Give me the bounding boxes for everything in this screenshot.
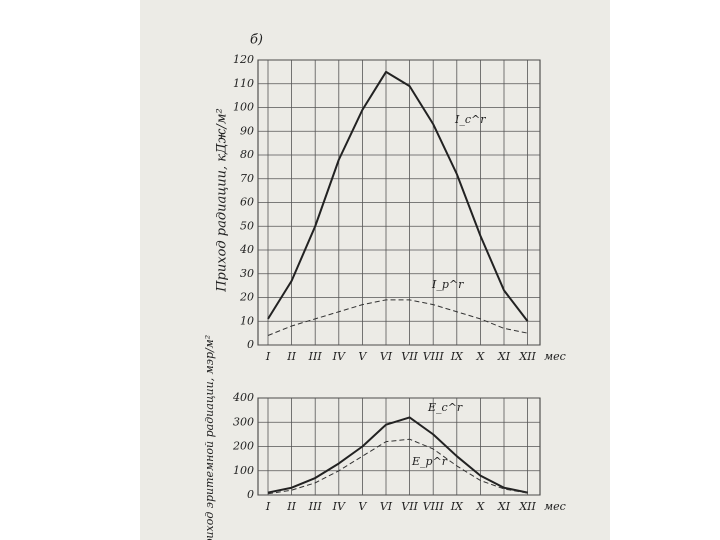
x-tick-label: II: [286, 500, 296, 513]
series-label: I_c^r: [454, 113, 486, 126]
y-tick-label: 20: [239, 291, 254, 304]
y-tick-label: 300: [233, 415, 254, 428]
y-tick-label: 60: [240, 196, 254, 209]
x-tick-label: VI: [380, 500, 393, 513]
x-tick-label: I: [265, 350, 271, 363]
y-tick-label: 40: [239, 243, 254, 256]
y-tick-label: 200: [232, 440, 254, 453]
y-axis-label: Приход эритемной радиации, мэр/м²: [203, 335, 216, 540]
y-tick-label: 70: [240, 172, 254, 185]
chart-title: б): [250, 33, 263, 48]
series-label: E_p^r: [411, 455, 448, 468]
y-tick-label: 0: [247, 338, 254, 351]
x-tick-label: I: [265, 500, 271, 513]
x-tick-label: VIII: [423, 350, 445, 363]
x-tick-label: XII: [518, 350, 536, 363]
y-tick-label: 0: [247, 488, 254, 501]
x-unit: мес: [544, 500, 566, 513]
x-tick-label: V: [358, 500, 367, 513]
y-tick-label: 110: [233, 77, 254, 90]
x-tick-label: X: [475, 350, 485, 363]
x-tick-label: IX: [450, 500, 464, 513]
x-tick-label: III: [308, 500, 323, 513]
x-tick-label: XI: [497, 350, 511, 363]
y-tick-label: 80: [240, 148, 254, 161]
series-line: [267, 438, 528, 495]
x-tick-label: IV: [332, 350, 346, 363]
x-tick-label: IV: [332, 500, 346, 513]
y-tick-label: 100: [233, 101, 254, 114]
y-tick-label: 50: [240, 219, 254, 232]
y-tick-label: 100: [233, 464, 254, 477]
x-tick-label: VII: [401, 500, 418, 513]
x-tick-label: VIII: [423, 500, 445, 513]
y-tick-label: 120: [233, 53, 254, 66]
x-tick-label: IX: [450, 350, 464, 363]
y-tick-label: 400: [232, 391, 254, 404]
x-tick-label: X: [475, 500, 485, 513]
series-line: [267, 416, 528, 494]
x-tick-label: II: [286, 350, 296, 363]
series-label: I_p^r: [431, 278, 464, 291]
x-tick-label: V: [358, 350, 367, 363]
series-label: E_c^r: [427, 401, 463, 414]
y-tick-label: 90: [240, 124, 254, 137]
series-line: [267, 70, 529, 322]
x-tick-label: III: [308, 350, 323, 363]
x-unit: мес: [544, 350, 566, 363]
y-tick-label: 10: [240, 314, 254, 327]
x-tick-label: VII: [401, 350, 418, 363]
x-tick-label: VI: [380, 350, 393, 363]
y-tick-label: 30: [240, 267, 254, 280]
series-line: [267, 299, 528, 336]
x-tick-label: XI: [497, 500, 511, 513]
x-tick-label: XII: [518, 500, 536, 513]
y-axis-label: Приход радиации, кДж/м²: [215, 108, 230, 293]
